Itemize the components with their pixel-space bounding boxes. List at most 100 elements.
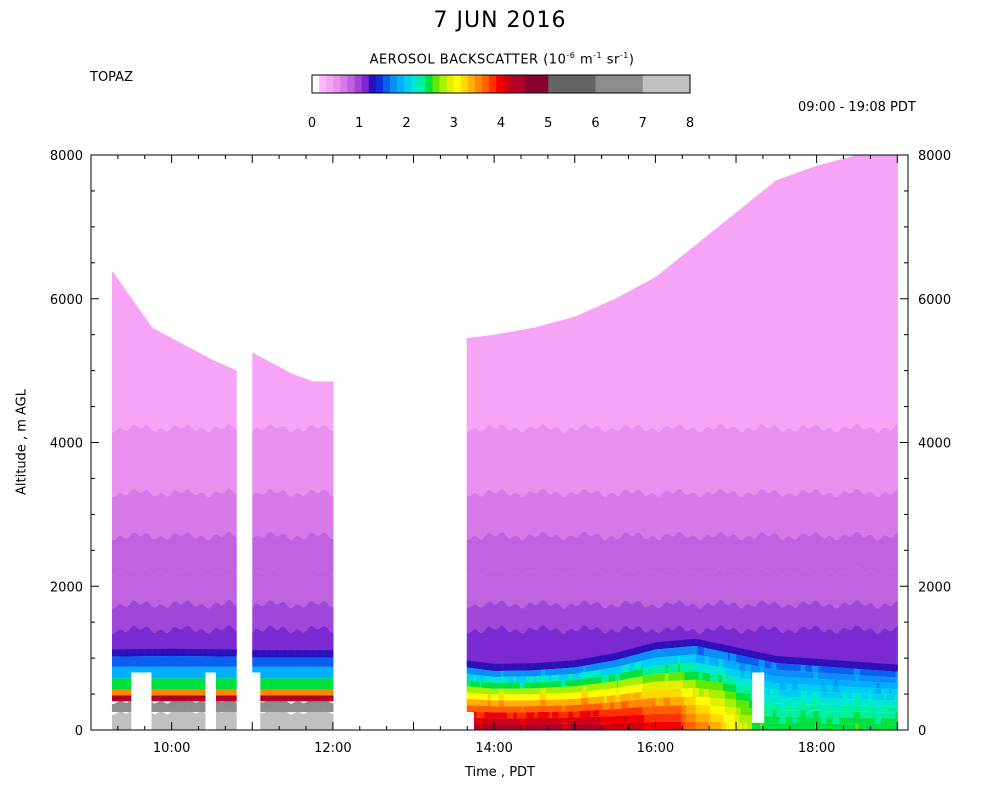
plot-area [111,155,898,730]
profile-cell [565,607,568,633]
profile-cell [503,332,507,427]
profile-cell [482,681,486,688]
profile-cell [582,625,586,664]
profile-cell [532,604,536,630]
profile-cell [281,666,284,679]
profile-cell [621,426,624,492]
profile-cell [297,492,300,536]
profile-cell [326,602,329,629]
profile-cell [723,667,726,676]
profile-cell [173,655,176,667]
profile-cell [718,674,721,683]
profile-cell [550,675,553,682]
profile-cell [598,655,602,664]
profile-cell [268,568,271,601]
profile-cell [689,679,692,689]
profile-cell [147,322,150,426]
profile-cell [642,668,645,676]
profile-cell [268,424,271,489]
profile-cell [658,273,661,432]
profile-cell [568,492,571,536]
profile-cell [663,713,666,722]
profile-cell [726,645,729,653]
profile-cell [168,689,171,696]
profile-cell [711,713,715,722]
profile-cell [663,491,666,535]
profile-cell [289,607,292,634]
profile-cell [321,695,324,702]
profile-cell [497,700,500,707]
profile-cell [623,650,626,658]
profile-cell [258,493,261,537]
profile-cell [299,376,302,430]
profile-cell [610,428,613,493]
profile-cell [132,568,136,601]
profile-cell [686,680,689,689]
profile-cell [289,633,292,656]
profile-cell [661,648,665,657]
profile-cell [731,215,734,427]
profile-cell [166,695,170,702]
profile-cell [184,689,187,696]
profile-cell [516,604,519,630]
profile-cell [155,713,158,730]
profile-cell [536,688,539,695]
profile-cell [136,490,139,534]
profile-cell [161,701,165,713]
profile-cell [278,657,281,667]
profile-cell [634,714,637,723]
profile-cell [329,650,332,658]
profile-cell [737,700,740,708]
profile-cell [523,632,526,669]
profile-cell [311,699,315,713]
profile-cell [195,351,199,431]
profile-cell [313,426,316,491]
profile-cell [121,630,124,655]
profile-cell [516,428,519,494]
profile-cell [182,656,186,667]
profile-cell [497,602,500,628]
profile-cell [223,649,226,657]
profile-cell [647,722,650,730]
profile-cell [318,666,321,679]
profile-cell [726,691,729,700]
profile-cell [568,717,571,724]
profile-cell [220,666,223,679]
profile-cell [497,694,500,701]
profile-cell [655,649,658,658]
profile-cell [698,705,702,714]
profile-cell [300,657,303,667]
profile-cell [302,695,305,702]
profile-cell [229,600,232,626]
profile-cell [174,601,178,627]
profile-cell [257,355,260,428]
profile-cell [479,336,482,432]
profile-cell [679,640,682,648]
profile-cell [257,603,260,629]
profile-cell [634,426,637,491]
profile-cell [128,689,131,696]
profile-cell [731,699,734,708]
profile-cell [553,693,557,700]
profile-cell [632,677,636,686]
profile-cell [326,426,329,492]
profile-cell [587,691,590,698]
profile-cell [700,696,703,706]
profile-cell [182,570,186,603]
profile-cell [555,426,558,492]
profile-cell [216,491,219,535]
profile-cell [163,494,166,539]
profile-cell [676,705,679,714]
profile-cell [702,430,705,496]
profile-cell [568,571,571,605]
profile-cell [187,695,190,702]
profile-cell [602,696,605,703]
profile-cell [645,574,648,608]
profile-cell [602,716,605,724]
profile-cell [271,650,274,658]
profile-cell [655,681,658,690]
profile-cell [224,627,228,655]
profile-cell [616,538,619,575]
profile-cell [648,714,652,723]
profile-cell [674,688,677,698]
